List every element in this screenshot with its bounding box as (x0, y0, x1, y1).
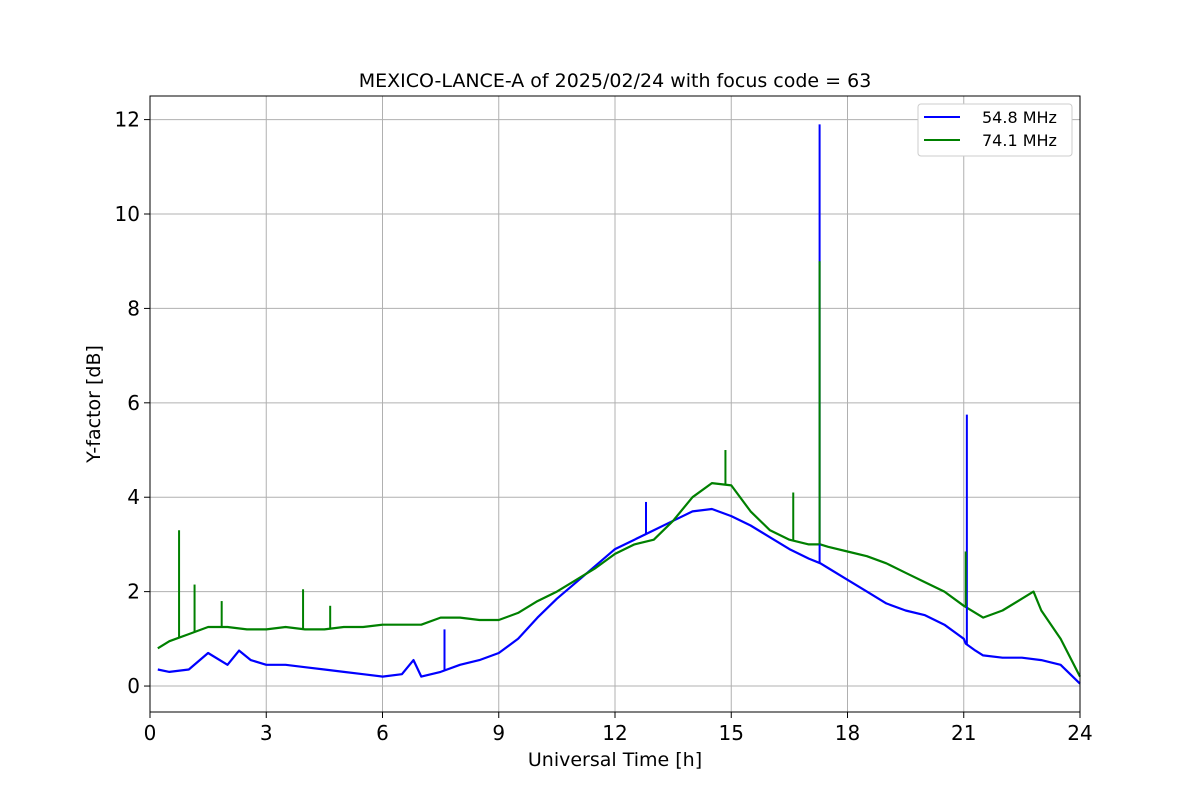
y-tick-label: 12 (115, 108, 140, 132)
y-tick-label: 10 (115, 202, 140, 226)
x-tick-label: 6 (376, 721, 389, 745)
y-tick-label: 4 (127, 485, 140, 509)
series-layer (157, 124, 1081, 685)
x-tick-label: 9 (492, 721, 505, 745)
y-tick-label: 8 (127, 296, 140, 320)
legend-label-74-1: 74.1 MHz (982, 131, 1057, 150)
y-axis-label: Y-factor [dB] (83, 345, 105, 464)
x-tick-label: 12 (602, 721, 627, 745)
y-tick-label: 0 (127, 674, 140, 698)
y-tick-label: 2 (127, 580, 140, 604)
x-tick-label: 0 (144, 721, 157, 745)
x-tick-label: 24 (1067, 721, 1092, 745)
x-tick-label: 18 (835, 721, 860, 745)
x-axis-label: Universal Time [h] (528, 749, 702, 771)
x-tick-label: 21 (951, 721, 976, 745)
chart-title: MEXICO-LANCE-A of 2025/02/24 with focus … (359, 70, 872, 92)
series-line-54-8-mhz (157, 507, 1081, 685)
series-line-74-1-mhz (157, 482, 1081, 678)
x-tick-label: 3 (260, 721, 273, 745)
y-tick-label: 6 (127, 391, 140, 415)
legend: 54.8 MHz 74.1 MHz (917, 103, 1073, 157)
legend-label-54-8: 54.8 MHz (982, 108, 1057, 127)
x-tick-label: 15 (719, 721, 744, 745)
